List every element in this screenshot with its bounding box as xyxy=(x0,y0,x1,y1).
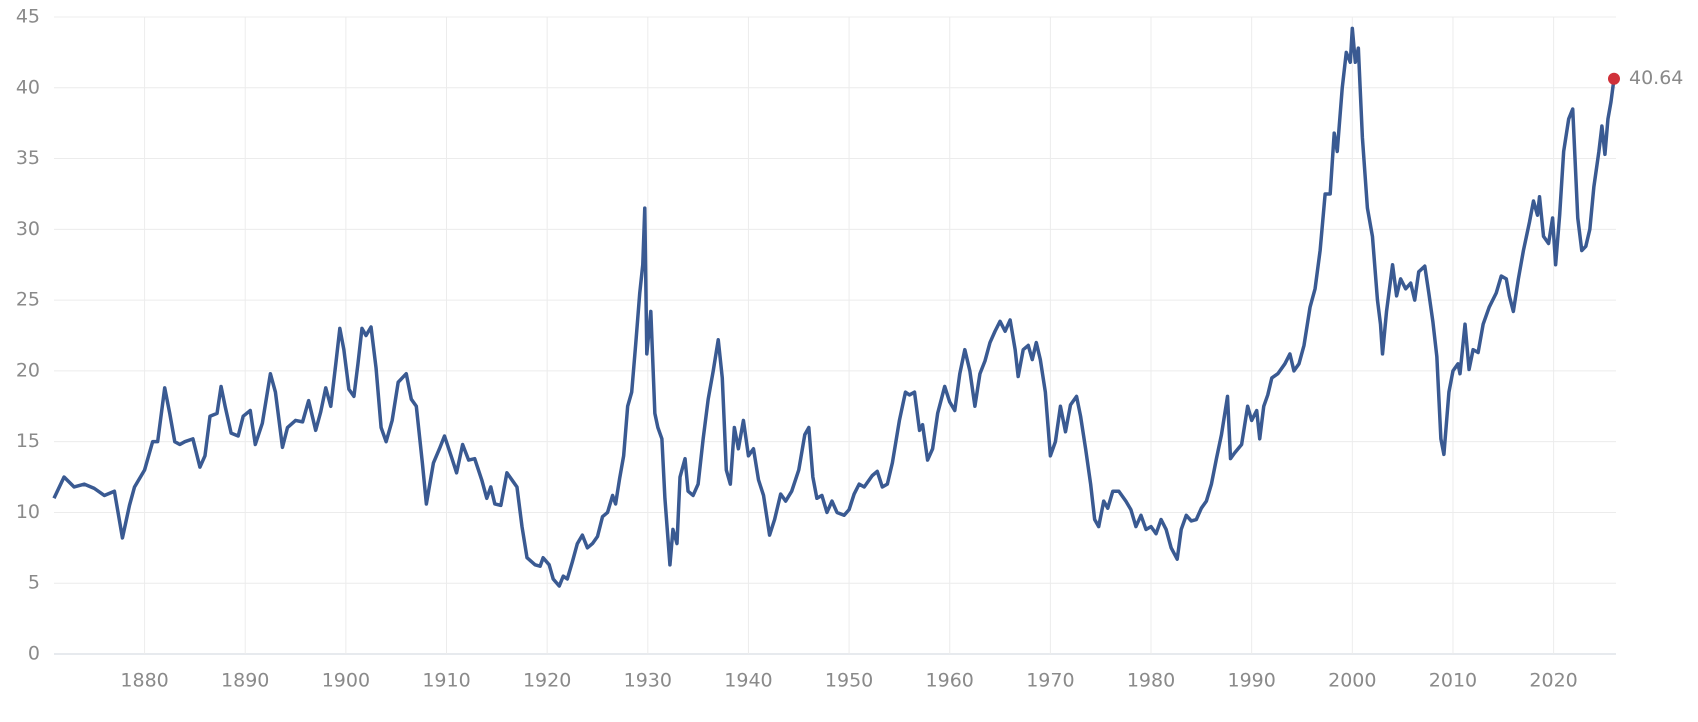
y-tick-label: 45 xyxy=(16,6,40,28)
x-tick-label: 2010 xyxy=(1429,670,1477,692)
x-tick-label: 2020 xyxy=(1529,670,1577,692)
y-tick-label: 25 xyxy=(16,289,40,311)
x-tick-label: 2000 xyxy=(1328,670,1376,692)
x-tick-label: 1930 xyxy=(624,670,672,692)
x-tick-label: 1920 xyxy=(523,670,571,692)
y-tick-label: 35 xyxy=(16,147,40,169)
y-tick-label: 15 xyxy=(16,430,40,452)
y-tick-label: 10 xyxy=(16,501,40,523)
x-tick-label: 1980 xyxy=(1127,670,1175,692)
data-line xyxy=(52,26,1616,588)
x-tick-label: 1900 xyxy=(322,670,370,692)
x-tick-label: 1940 xyxy=(724,670,772,692)
last-value-label: 40.64 xyxy=(1629,67,1683,89)
y-tick-label: 5 xyxy=(28,572,40,594)
y-tick-label: 0 xyxy=(28,643,40,665)
y-tick-label: 20 xyxy=(16,359,40,381)
x-tick-label: 1910 xyxy=(422,670,470,692)
x-tick-label: 1880 xyxy=(120,670,168,692)
y-tick-label: 40 xyxy=(16,76,40,98)
last-point xyxy=(1607,72,1620,85)
x-tick-label: 1990 xyxy=(1227,670,1275,692)
x-tick-label: 1890 xyxy=(221,670,269,692)
x-tick-label: 1970 xyxy=(1026,670,1074,692)
x-tick-label: 1960 xyxy=(926,670,974,692)
x-tick-label: 1950 xyxy=(825,670,873,692)
y-tick-label: 30 xyxy=(16,218,40,240)
